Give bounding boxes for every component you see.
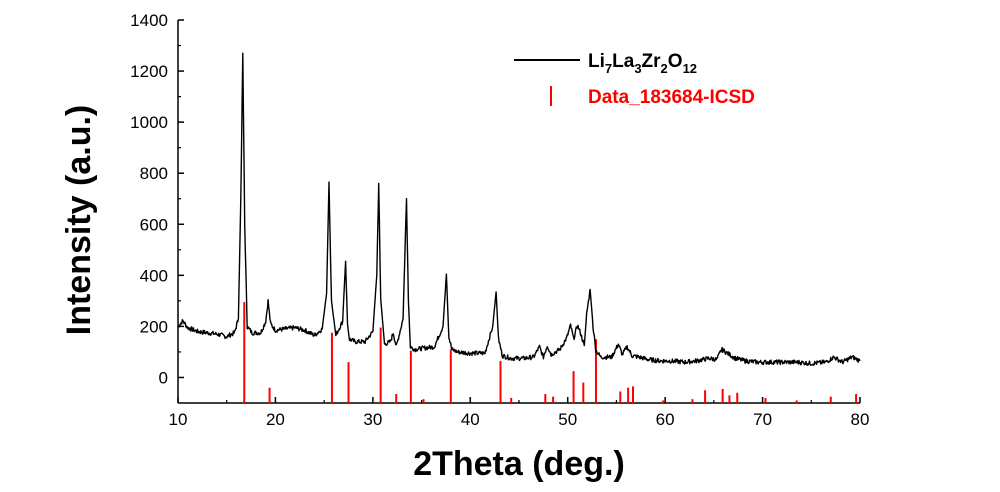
y-axis-title: Intensity (a.u.): [60, 105, 98, 335]
y-tick-label: 1200: [130, 62, 168, 81]
legend-sub-1: 7: [605, 61, 612, 76]
legend-sub-3: 2: [661, 61, 668, 76]
y-tick-label: 1000: [130, 113, 168, 132]
legend-label-measured: Li7La3Zr2O12: [588, 51, 697, 76]
y-tick-label: 1400: [130, 11, 168, 30]
y-tick-label: 600: [140, 215, 168, 234]
legend-base-4: O: [668, 51, 683, 72]
x-tick-label: 10: [169, 410, 188, 429]
legend-sub-4: 12: [683, 61, 697, 76]
x-tick-label: 80: [851, 410, 870, 429]
x-axis-title: 2Theta (deg.): [413, 445, 625, 483]
x-tick-label: 60: [656, 410, 675, 429]
legend-base-1: Li: [588, 51, 605, 72]
x-tick-label: 50: [558, 410, 577, 429]
y-tick-label: 0: [159, 368, 168, 387]
plot-frame: [177, 20, 860, 404]
legend-sub-2: 3: [634, 61, 641, 76]
y-tick-label: 800: [140, 164, 168, 183]
legend: Li7La3Zr2O12 Data_183684-ICSD: [514, 51, 755, 108]
x-axis: 10 20 30 40 50 60 70 80: [169, 397, 870, 429]
y-tick-label: 400: [140, 266, 168, 285]
x-tick-label: 30: [363, 410, 382, 429]
legend-label-reference: Data_183684-ICSD: [588, 87, 755, 108]
measured-pattern-line: [177, 52, 861, 366]
legend-base-3: Zr: [642, 51, 662, 72]
y-tick-label: 200: [140, 317, 168, 336]
legend-base-2: La: [612, 51, 635, 72]
x-tick-label: 40: [461, 410, 480, 429]
measured-pattern-series: [177, 52, 861, 366]
x-tick-label: 70: [753, 410, 772, 429]
reference-stick-series: [243, 302, 858, 403]
y-axis: 0 200 400 600 800 1000 1200 1400: [130, 11, 184, 387]
x-tick-label: 20: [266, 410, 285, 429]
